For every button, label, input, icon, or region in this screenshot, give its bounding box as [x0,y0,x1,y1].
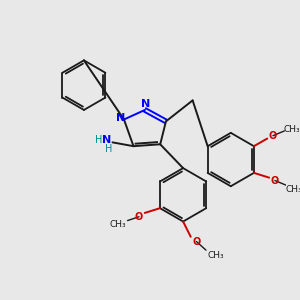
Text: O: O [269,131,277,141]
Text: CH₃: CH₃ [110,220,126,229]
Text: O: O [192,236,201,247]
Text: H: H [95,134,103,145]
Text: N: N [116,112,125,123]
Text: N: N [102,136,111,146]
Text: H: H [105,144,112,154]
Text: O: O [271,176,279,185]
Text: CH₃: CH₃ [286,184,300,194]
Text: CH₃: CH₃ [207,251,224,260]
Text: CH₃: CH₃ [284,124,300,134]
Text: O: O [135,212,143,222]
Text: N: N [141,99,151,109]
